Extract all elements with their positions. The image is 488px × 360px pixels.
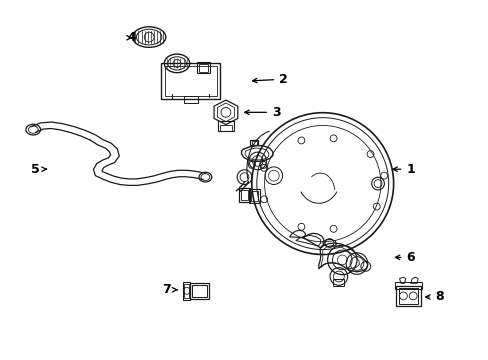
Bar: [164, 66, 216, 96]
Bar: [183, 282, 190, 300]
Bar: [398, 288, 417, 304]
Text: 2: 2: [252, 73, 287, 86]
Text: 7: 7: [162, 283, 177, 296]
Bar: [395, 285, 420, 306]
Text: 8: 8: [425, 291, 443, 303]
Bar: [240, 190, 248, 201]
Bar: [183, 96, 197, 103]
Bar: [199, 64, 207, 72]
Bar: [189, 283, 209, 299]
Bar: [161, 63, 220, 99]
Text: 6: 6: [395, 251, 414, 264]
Text: 4: 4: [126, 31, 136, 44]
Text: 5: 5: [31, 163, 46, 176]
Text: 3: 3: [244, 106, 280, 119]
Bar: [251, 191, 258, 201]
Bar: [217, 121, 234, 131]
Bar: [238, 188, 250, 202]
Bar: [333, 279, 344, 286]
Bar: [394, 282, 421, 289]
Bar: [184, 284, 189, 298]
Bar: [197, 62, 209, 73]
Bar: [192, 284, 206, 297]
Text: 1: 1: [392, 163, 414, 176]
Bar: [219, 125, 232, 131]
Bar: [249, 189, 260, 203]
